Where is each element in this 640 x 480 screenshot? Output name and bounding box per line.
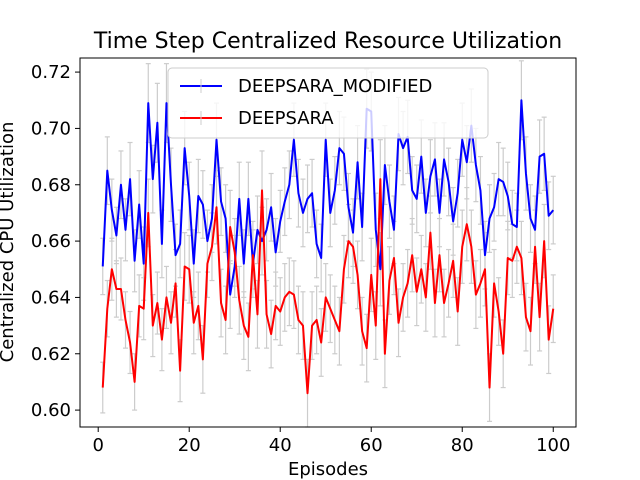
y-tick-label: 0.60: [31, 400, 71, 421]
legend-label-deepsara: DEEPSARA: [238, 108, 334, 129]
y-axis: 0.60 0.62 0.64 0.66 0.68 0.70 0.72: [31, 62, 80, 421]
x-tick-label: 40: [269, 435, 292, 456]
x-axis: 0 20 40 60 80 100: [92, 427, 570, 456]
series-line-deepsara: [101, 178, 555, 395]
x-tick-label: 80: [451, 435, 474, 456]
x-tick-label: 100: [536, 435, 570, 456]
y-axis-label: Centralized CPU Utilization: [0, 122, 18, 363]
plot-frame: [79, 57, 577, 428]
y-tick-label: 0.64: [31, 287, 71, 308]
legend-box: [167, 67, 489, 139]
legend-label-deepsara-modified: DEEPSARA_MODIFIED: [238, 76, 432, 97]
chart-title: Time Step Centralized Resource Utilizati…: [93, 29, 562, 54]
x-tick-label: 0: [92, 435, 103, 456]
y-tick-label: 0.70: [31, 118, 71, 139]
x-tick-label: 20: [178, 435, 201, 456]
y-tick-label: 0.62: [31, 344, 71, 365]
x-tick-label: 60: [360, 435, 383, 456]
series-line-deepsara-modified: [101, 99, 555, 296]
x-axis-label: Episodes: [288, 459, 368, 480]
y-tick-label: 0.72: [31, 62, 71, 83]
y-tick-label: 0.68: [31, 175, 71, 196]
y-tick-label: 0.66: [31, 231, 71, 252]
series-lines: [101, 99, 555, 395]
legend: DEEPSARA_MODIFIED DEEPSARA: [167, 67, 489, 139]
